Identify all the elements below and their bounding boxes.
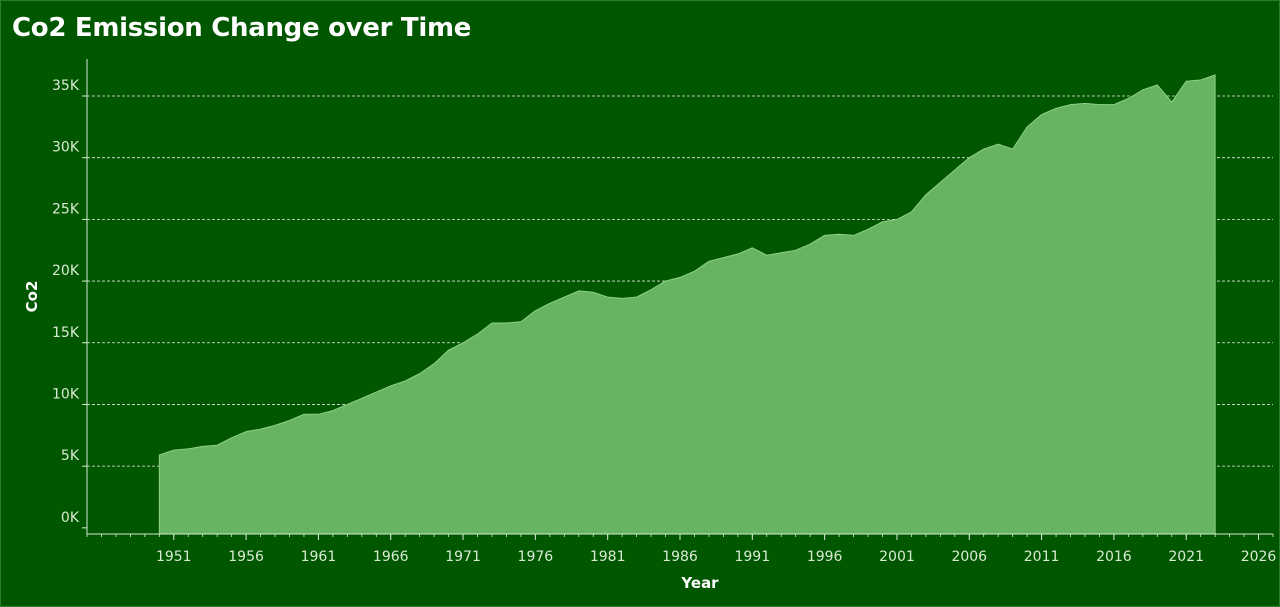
- x-axis-ticks: 1951 1956 1961 1966 1971 1976 1981 1986 1991 1996…: [86, 534, 1277, 565]
- y-tick-label: 35K: [52, 78, 80, 94]
- x-tick-label: 2021: [1168, 549, 1204, 565]
- x-tick-label: 2001: [879, 549, 915, 565]
- y-tick-label: 15K: [52, 325, 80, 341]
- x-tick-label: 1971: [445, 549, 481, 565]
- x-tick-label: 1986: [662, 549, 698, 565]
- co2-area-series[interactable]: [158, 74, 1216, 535]
- x-tick-label: 2016: [1096, 549, 1132, 565]
- x-tick-label: 1951: [156, 549, 192, 565]
- y-axis-ticks: 0K 5K 10K 15K 20K 25K 30K 35K: [52, 78, 87, 529]
- x-tick-label: 1996: [807, 549, 843, 565]
- y-tick-label: 10K: [52, 386, 80, 402]
- x-tick-label: 2026: [1241, 549, 1277, 565]
- x-tick-label: 1966: [373, 549, 409, 565]
- x-tick-label: 2006: [951, 549, 987, 565]
- x-tick-label: 1981: [590, 549, 626, 565]
- y-tick-label: 0K: [61, 510, 80, 526]
- y-axis-title: Co2: [23, 281, 41, 313]
- x-tick-label: 1976: [518, 549, 554, 565]
- x-tick-label: 1956: [228, 549, 264, 565]
- x-axis-title: Year: [680, 574, 719, 592]
- x-tick-label: 1991: [734, 549, 770, 565]
- chart-title: Co2 Emission Change over Time: [12, 13, 472, 43]
- y-tick-label: 25K: [52, 201, 80, 217]
- y-tick-label: 30K: [52, 140, 80, 156]
- x-tick-label: 1961: [301, 549, 337, 565]
- x-tick-label: 2011: [1024, 549, 1060, 565]
- y-tick-label: 20K: [52, 263, 80, 279]
- y-tick-label: 5K: [61, 448, 80, 464]
